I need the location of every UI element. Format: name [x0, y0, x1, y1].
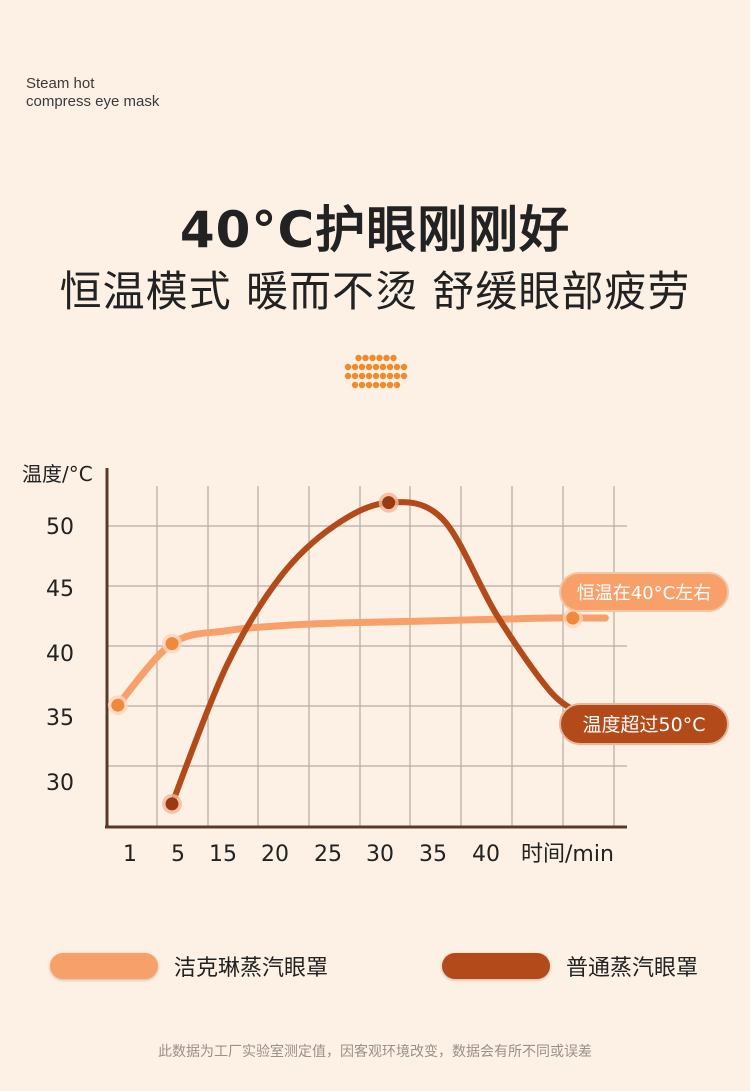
dot [372, 372, 380, 380]
marker-light [566, 611, 580, 625]
x-tick-label: 5 [171, 842, 185, 867]
series-line-light [114, 614, 609, 709]
marker-dark [382, 496, 396, 510]
dot [376, 354, 383, 362]
marker-light [111, 698, 125, 712]
x-tick-label: 30 [366, 842, 394, 867]
dot [393, 381, 401, 389]
dot [390, 354, 397, 362]
dot [344, 363, 352, 371]
subline: 恒温模式 暖而不烫 舒缓眼部疲劳 [59, 267, 691, 316]
dot [358, 363, 366, 371]
dot [400, 372, 408, 380]
dot [344, 372, 352, 380]
dot [372, 363, 380, 371]
dot [351, 372, 359, 380]
dot [351, 363, 359, 371]
dot [355, 354, 362, 362]
dot [379, 372, 387, 380]
axes [105, 468, 627, 829]
y-axis-label: 温度/°C [22, 462, 93, 486]
dot [393, 363, 401, 371]
series-lines [114, 499, 609, 807]
dot [386, 363, 394, 371]
callout-light: 恒温在40°C左右 [559, 572, 729, 612]
dot [372, 381, 380, 389]
callout-dark-text: 温度超过50°C [583, 714, 706, 736]
x-tick-label: 40 [472, 842, 500, 867]
legend-swatch-dark [442, 953, 550, 979]
callout-light-text: 恒温在40°C左右 [577, 583, 711, 604]
legend-swatch-light [50, 953, 158, 979]
dot [358, 372, 366, 380]
legend-item-dark: 普通蒸汽眼罩 [442, 950, 698, 982]
dot [369, 354, 376, 362]
dot [362, 354, 369, 362]
headline: 40°C护眼刚刚好 [179, 201, 571, 259]
y-tick-label: 50 [46, 515, 74, 540]
dot [386, 372, 394, 380]
marker-light [165, 637, 179, 651]
dots-grid-icon [344, 354, 408, 389]
series-markers [107, 492, 594, 814]
dot [383, 354, 390, 362]
y-tick-label: 40 [46, 642, 74, 667]
x-tick-label: 15 [209, 842, 237, 867]
dot [386, 381, 394, 389]
dot [351, 381, 359, 389]
x-tick-label: 35 [419, 842, 447, 867]
dot [365, 381, 373, 389]
dot [365, 363, 373, 371]
series-line-dark [169, 499, 587, 807]
y-tick-label: 30 [46, 771, 74, 796]
x-tick-label: 20 [261, 842, 289, 867]
dot [365, 372, 373, 380]
dot [393, 372, 401, 380]
callout-dark: 温度超过50°C [559, 703, 729, 745]
x-axis-label: 时间/min [521, 842, 614, 867]
dot [379, 381, 387, 389]
y-tick-label: 35 [46, 706, 74, 731]
brand-text: Steam hot compress eye mask [26, 75, 159, 111]
x-tick-labels: 1 5 15 20 25 30 35 40 [123, 842, 500, 867]
dot [379, 363, 387, 371]
x-tick-label: 25 [314, 842, 342, 867]
y-tick-label: 45 [46, 577, 74, 602]
brand-line-1: Steam hot [26, 75, 95, 92]
dot [358, 381, 366, 389]
x-tick-label: 1 [123, 842, 137, 867]
grid-lines [107, 486, 627, 827]
marker-dark [165, 797, 179, 811]
y-tick-labels: 50 45 40 35 30 [46, 515, 74, 796]
brand-line-2: compress eye mask [26, 93, 160, 110]
legend-label-light: 洁克琳蒸汽眼罩 [174, 956, 329, 981]
footnote: 此数据为工厂实验室测定值，因客观环境改变，数据会有所不同或误差 [158, 1044, 592, 1060]
legend-item-light: 洁克琳蒸汽眼罩 [50, 950, 328, 982]
dot [400, 363, 408, 371]
legend-label-dark: 普通蒸汽眼罩 [566, 956, 699, 981]
